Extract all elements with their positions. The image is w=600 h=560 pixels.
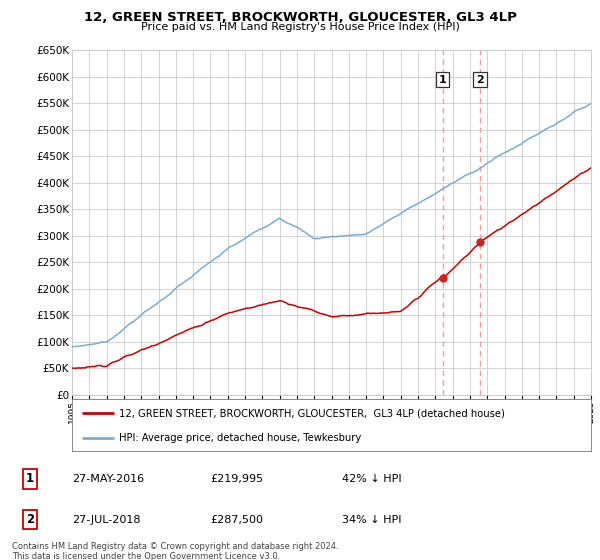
Text: 34% ↓ HPI: 34% ↓ HPI	[342, 515, 401, 525]
Text: 2: 2	[26, 513, 34, 526]
Text: 1: 1	[26, 472, 34, 486]
Text: Contains HM Land Registry data © Crown copyright and database right 2024.
This d: Contains HM Land Registry data © Crown c…	[12, 542, 338, 560]
Text: £219,995: £219,995	[210, 474, 263, 484]
Text: 1: 1	[439, 74, 446, 85]
Text: 42% ↓ HPI: 42% ↓ HPI	[342, 474, 401, 484]
Text: Price paid vs. HM Land Registry's House Price Index (HPI): Price paid vs. HM Land Registry's House …	[140, 22, 460, 32]
Text: 2: 2	[476, 74, 484, 85]
Text: 12, GREEN STREET, BROCKWORTH, GLOUCESTER,  GL3 4LP (detached house): 12, GREEN STREET, BROCKWORTH, GLOUCESTER…	[119, 408, 505, 418]
Text: 27-MAY-2016: 27-MAY-2016	[72, 474, 144, 484]
Text: HPI: Average price, detached house, Tewkesbury: HPI: Average price, detached house, Tewk…	[119, 433, 361, 443]
Text: 27-JUL-2018: 27-JUL-2018	[72, 515, 140, 525]
Text: 12, GREEN STREET, BROCKWORTH, GLOUCESTER, GL3 4LP: 12, GREEN STREET, BROCKWORTH, GLOUCESTER…	[83, 11, 517, 24]
Text: £287,500: £287,500	[210, 515, 263, 525]
